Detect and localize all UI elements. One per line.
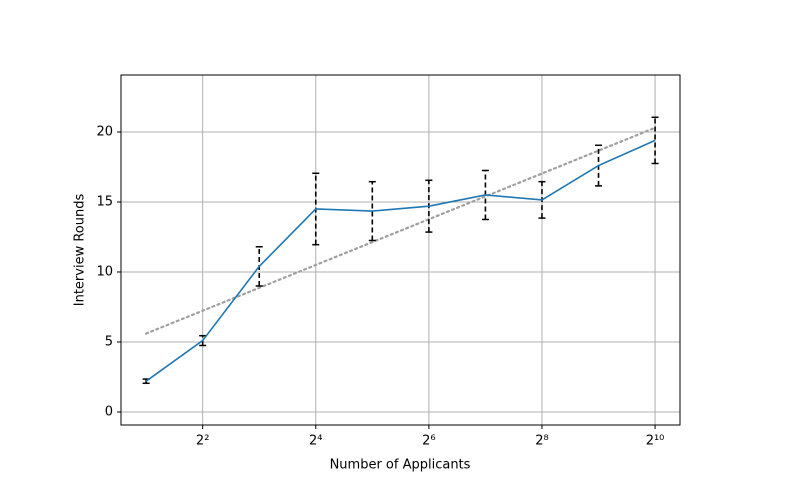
- y-tick-label: 20: [96, 124, 113, 139]
- plot-frame: [120, 74, 681, 426]
- y-axis-label: Interview Rounds: [73, 194, 88, 307]
- x-tick-label: 2¹⁰: [646, 434, 665, 449]
- x-axis-label: Number of Applicants: [330, 458, 471, 473]
- x-tick-label: 2⁶: [422, 434, 435, 449]
- y-tick-label: 15: [96, 194, 113, 209]
- x-tick-label: 2⁸: [535, 434, 548, 449]
- x-tick-label: 2²: [196, 434, 209, 449]
- data-line: [145, 139, 656, 382]
- y-tick-label: 5: [105, 334, 113, 349]
- y-tick-label: 10: [96, 264, 113, 279]
- x-tick-label: 2⁴: [309, 434, 322, 449]
- trend-line: [145, 126, 657, 335]
- y-tick-label: 0: [105, 404, 113, 419]
